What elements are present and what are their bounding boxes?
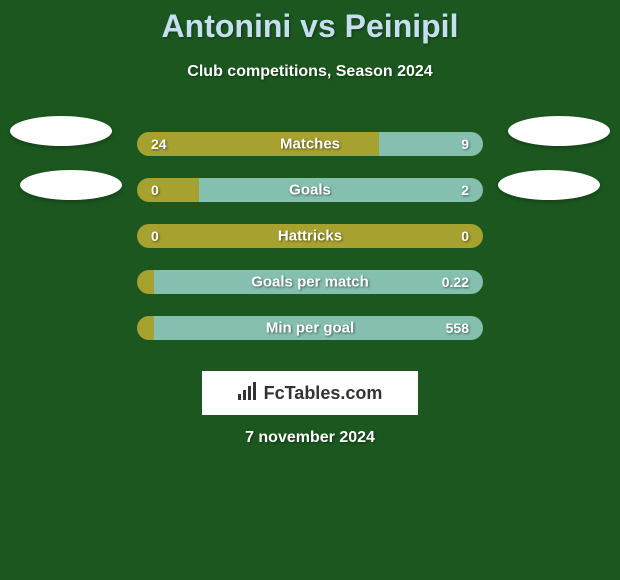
stat-label: Goals per match [137,274,483,291]
stat-value-right: 2 [461,182,469,198]
stat-row-hattricks: 0 Hattricks 0 [0,213,620,259]
stat-value-right: 9 [461,136,469,152]
logo: FcTables.com [238,382,383,405]
page-title: Antonini vs Peinipil [0,8,620,45]
stat-value-right: 0 [461,228,469,244]
bar-track: Min per goal 558 [137,316,483,340]
stat-row-goals: 0 Goals 2 [0,167,620,213]
infographic-container: Antonini vs Peinipil Club competitions, … [0,0,620,447]
stat-row-gpm: Goals per match 0.22 [0,259,620,305]
stat-row-mpg: Min per goal 558 [0,305,620,351]
date-text: 7 november 2024 [0,429,620,447]
player-left-marker [10,116,112,146]
player-right-marker [498,170,600,200]
subtitle: Club competitions, Season 2024 [0,63,620,81]
logo-text: FcTables.com [264,383,383,404]
stat-row-matches: 24 Matches 9 [0,121,620,167]
player-left-marker [20,170,122,200]
stat-value-right: 0.22 [442,274,469,290]
stat-label: Hattricks [137,228,483,245]
bar-track: 0 Hattricks 0 [137,224,483,248]
bar-track: 0 Goals 2 [137,178,483,202]
player-right-marker [508,116,610,146]
bar-track: Goals per match 0.22 [137,270,483,294]
logo-box: FcTables.com [202,371,418,415]
bar-track: 24 Matches 9 [137,132,483,156]
stat-label: Min per goal [137,320,483,337]
stat-value-right: 558 [446,320,469,336]
stat-label: Matches [137,136,483,153]
stat-label: Goals [137,182,483,199]
stats-area: 24 Matches 9 0 Goals 2 0 Hattricks [0,121,620,351]
bars-icon [238,382,260,405]
